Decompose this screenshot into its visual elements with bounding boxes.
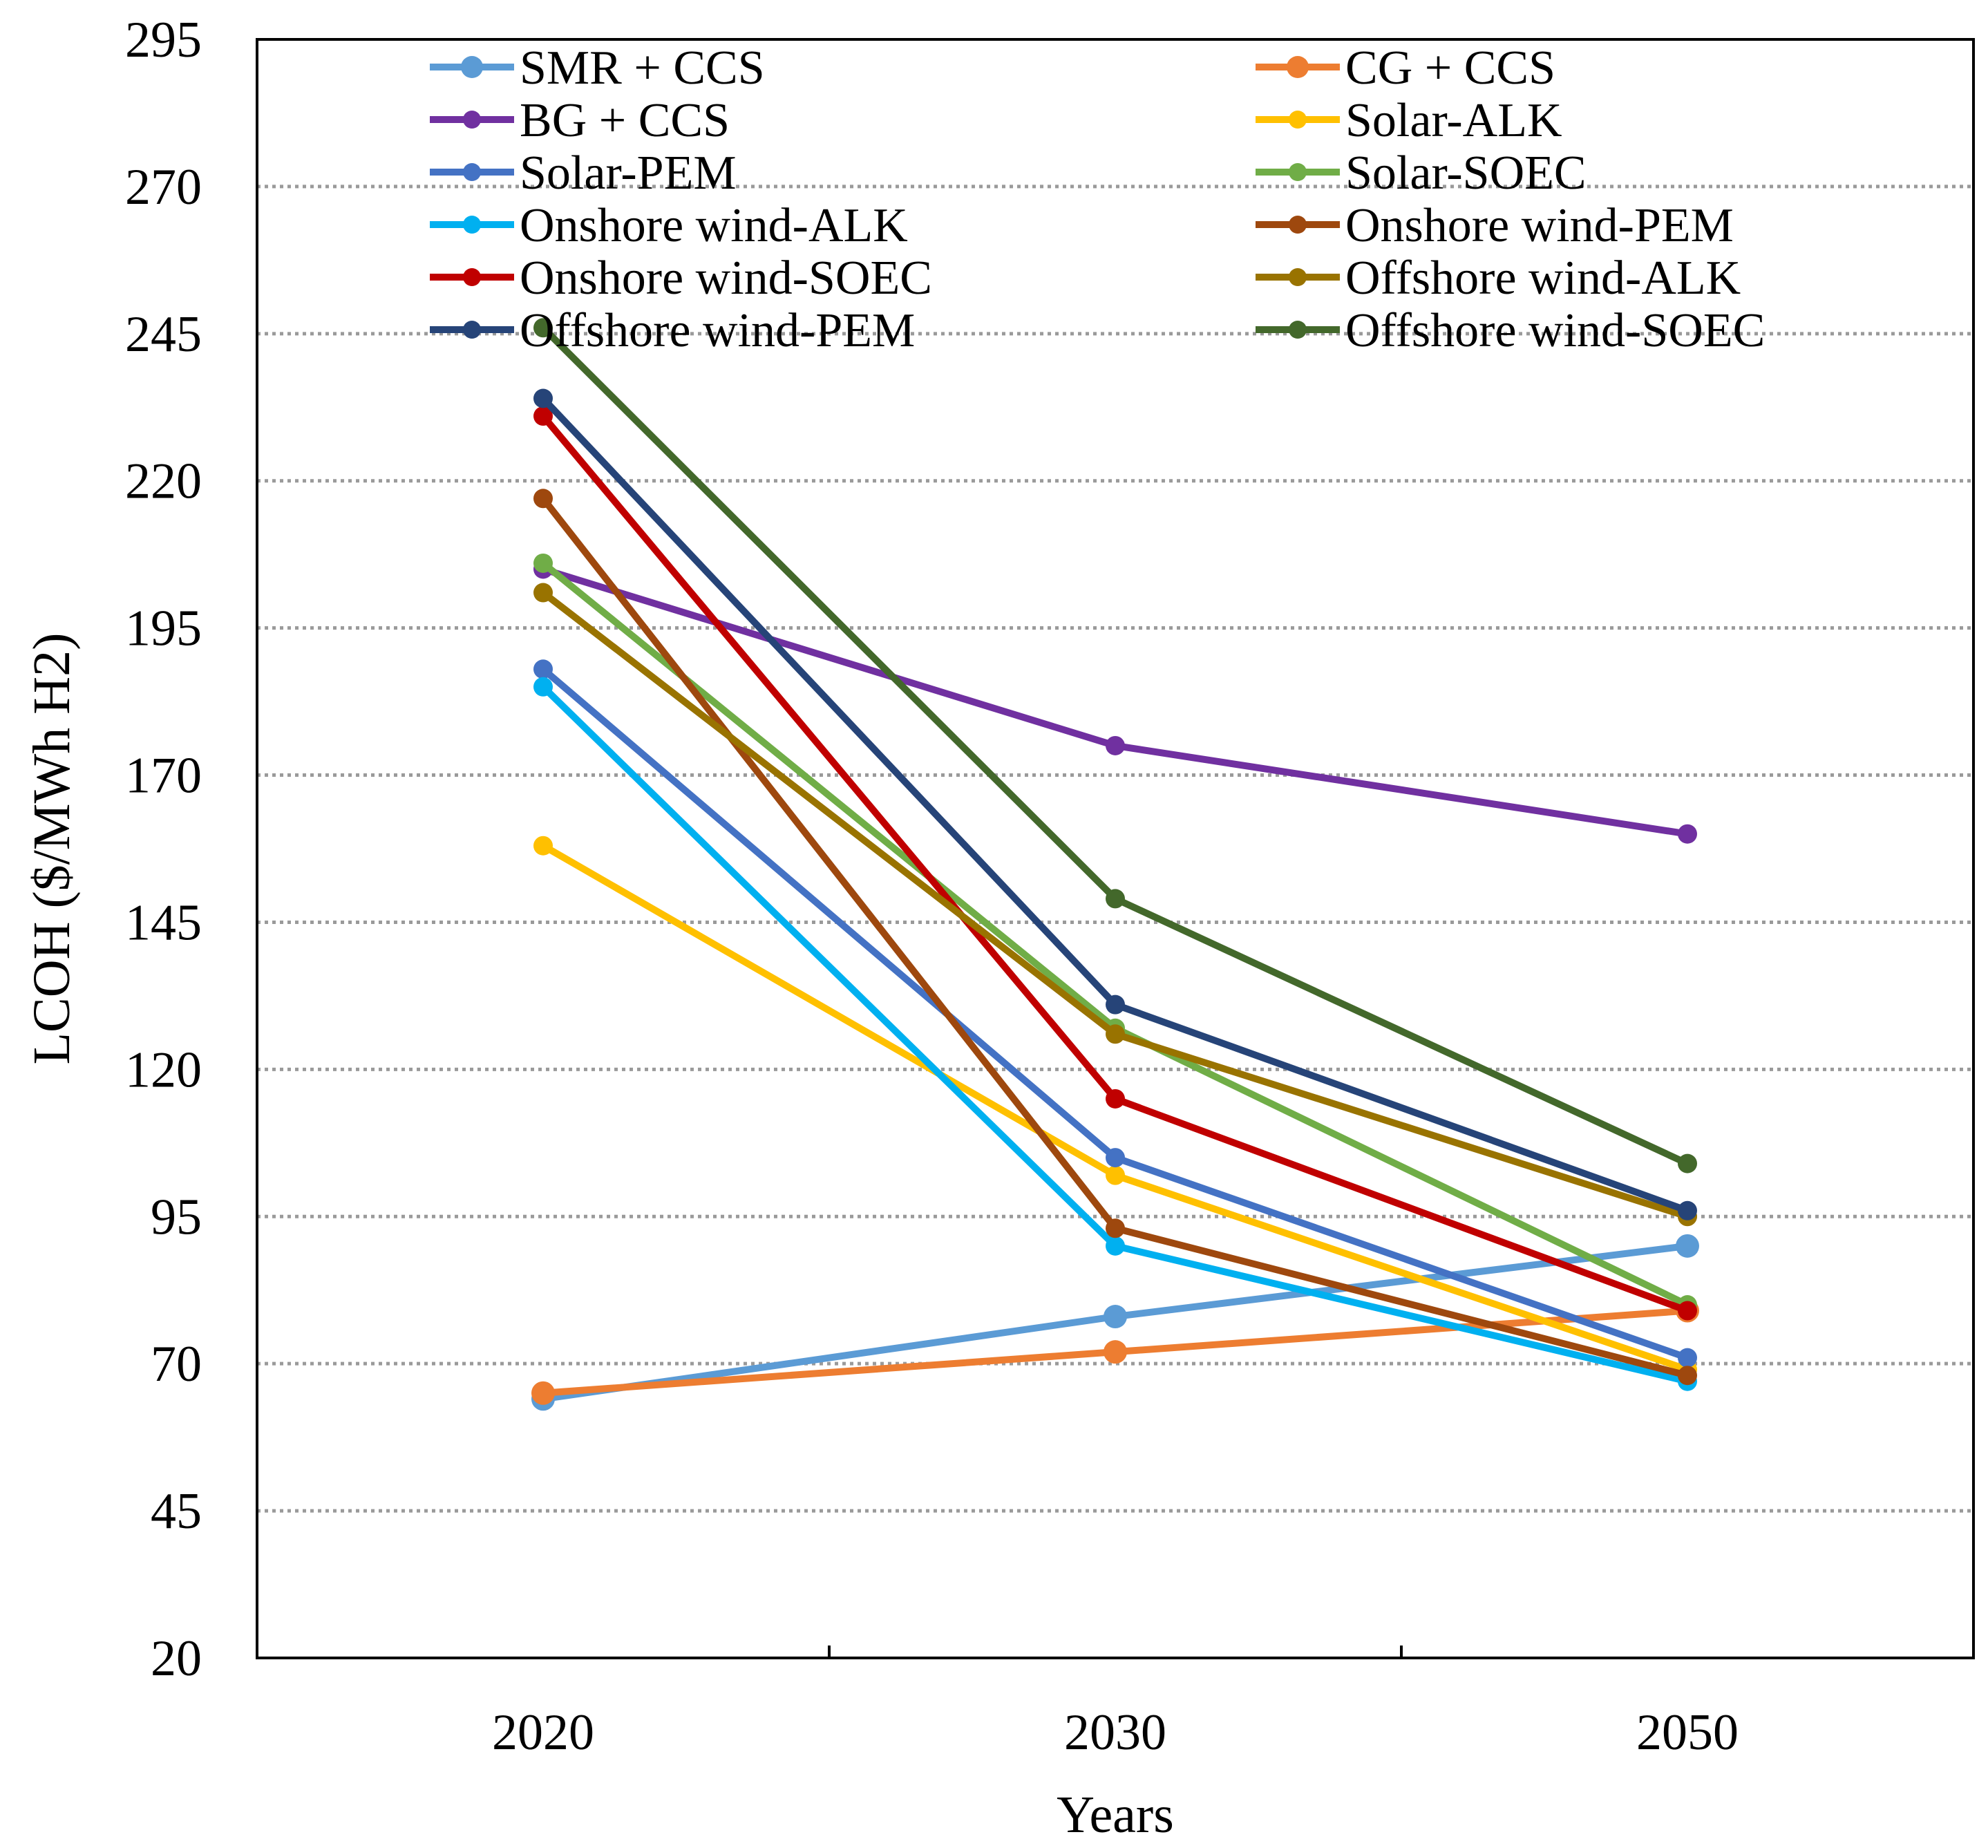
legend-item: Offshore wind-PEM <box>430 304 915 357</box>
legend-item: BG + CCS <box>430 94 730 147</box>
series-layer <box>531 318 1699 1411</box>
y-tick-label: 20 <box>151 1630 202 1687</box>
legend-label: SMR + CCS <box>520 41 765 95</box>
y-tick-label: 245 <box>125 306 202 363</box>
legend-item: Offshore wind-ALK <box>1256 252 1741 305</box>
data-point <box>533 489 553 509</box>
legend-swatch-marker <box>463 321 481 339</box>
y-tick-label: 45 <box>151 1483 202 1540</box>
legend-swatch-marker <box>1287 56 1309 78</box>
plot-frame <box>256 38 1975 1659</box>
legend-label: BG + CCS <box>520 94 730 147</box>
series-line <box>540 559 1691 1309</box>
series-offshore-wind-soec <box>533 318 1697 1173</box>
y-tick-label: 195 <box>125 601 202 657</box>
legend-swatch-marker <box>1289 111 1307 129</box>
legend-label: Solar-ALK <box>1345 94 1562 147</box>
data-point <box>1678 824 1697 844</box>
legend-label: Onshore wind-SOEC <box>520 252 932 305</box>
data-point <box>1104 1340 1127 1364</box>
data-point <box>1106 1236 1125 1256</box>
x-axis-ticks <box>828 1646 1403 1658</box>
data-point <box>533 677 553 697</box>
legend-item: CG + CCS <box>1256 41 1555 95</box>
legend-label: CG + CCS <box>1345 41 1555 95</box>
legend-label: Offshore wind-ALK <box>1345 252 1741 305</box>
series-solar-soec <box>533 553 1697 1315</box>
x-tick-label: 2030 <box>1064 1704 1166 1761</box>
data-point <box>1106 1148 1125 1168</box>
legend-swatch-marker <box>1289 216 1307 234</box>
data-point <box>1106 1024 1125 1044</box>
data-point <box>1106 1088 1125 1109</box>
legend-item: Solar-ALK <box>1256 94 1562 147</box>
legend-label: Offshore wind-SOEC <box>1345 304 1765 357</box>
legend-swatch-marker <box>1289 268 1307 286</box>
data-point <box>1678 1301 1697 1321</box>
y-tick-label: 95 <box>151 1189 202 1245</box>
data-point <box>1678 1153 1697 1173</box>
legend-swatch-marker <box>463 216 481 234</box>
legend-item: SMR + CCS <box>430 41 765 95</box>
legend-label: Solar-PEM <box>520 147 737 200</box>
y-tick-label: 270 <box>125 159 202 216</box>
data-point <box>533 659 553 679</box>
x-axis-title: Years <box>1057 1786 1174 1844</box>
data-point <box>1678 1348 1697 1368</box>
y-axis-tick-labels: 20 45 70 95 120 145 170 195 220 245 270 295 <box>125 12 202 1687</box>
data-point <box>1106 994 1125 1015</box>
legend-item: Offshore wind-SOEC <box>1256 304 1765 357</box>
y-tick-label: 170 <box>125 748 202 804</box>
legend-label: Onshore wind-PEM <box>1345 199 1734 252</box>
legend-swatch-marker <box>463 163 481 181</box>
x-axis-tick-labels: 2020 2030 2050 <box>492 1704 1739 1761</box>
data-point <box>533 388 553 408</box>
series-solar-pem <box>533 659 1697 1368</box>
legend-swatch-marker <box>463 111 481 129</box>
data-point <box>533 553 553 573</box>
data-point <box>1106 1218 1125 1238</box>
legend-swatch-marker <box>1289 163 1307 181</box>
legend-item: Onshore wind-SOEC <box>430 252 932 305</box>
x-tick-label: 2020 <box>492 1704 594 1761</box>
data-point <box>1678 1366 1697 1386</box>
series-offshore-wind-pem <box>533 388 1697 1220</box>
data-point <box>1676 1234 1699 1258</box>
y-tick-label: 145 <box>125 894 202 951</box>
data-point <box>533 583 553 603</box>
series-onshore-wind-soec <box>533 406 1697 1321</box>
data-point <box>1106 889 1125 909</box>
legend-item: Onshore wind-PEM <box>1256 199 1734 252</box>
legend-item: Solar-PEM <box>430 147 737 200</box>
series-offshore-wind-alk <box>533 583 1697 1227</box>
y-axis-title: LCOH ($/MWh H2) <box>23 633 81 1065</box>
legend-item: Solar-SOEC <box>1256 147 1587 200</box>
y-tick-label: 120 <box>125 1041 202 1098</box>
y-tick-label: 295 <box>125 12 202 68</box>
data-point <box>1106 1165 1125 1185</box>
legend-label: Onshore wind-ALK <box>520 199 908 252</box>
legend-label: Solar-SOEC <box>1345 147 1587 200</box>
data-point <box>533 406 553 426</box>
legend-swatch-marker <box>461 56 483 78</box>
data-point <box>1678 1200 1697 1220</box>
legend-label: Offshore wind-PEM <box>520 304 915 357</box>
data-point <box>533 836 553 856</box>
data-point <box>1104 1305 1127 1329</box>
legend-swatch-marker <box>1289 321 1307 339</box>
y-tick-label: 70 <box>151 1336 202 1393</box>
data-point <box>533 318 553 338</box>
legend-item: Onshore wind-ALK <box>430 199 908 252</box>
x-tick-label: 2050 <box>1636 1704 1739 1761</box>
legend-swatch-marker <box>463 268 481 286</box>
data-point <box>531 1381 555 1405</box>
y-tick-label: 220 <box>125 453 202 510</box>
data-point <box>1106 735 1125 755</box>
